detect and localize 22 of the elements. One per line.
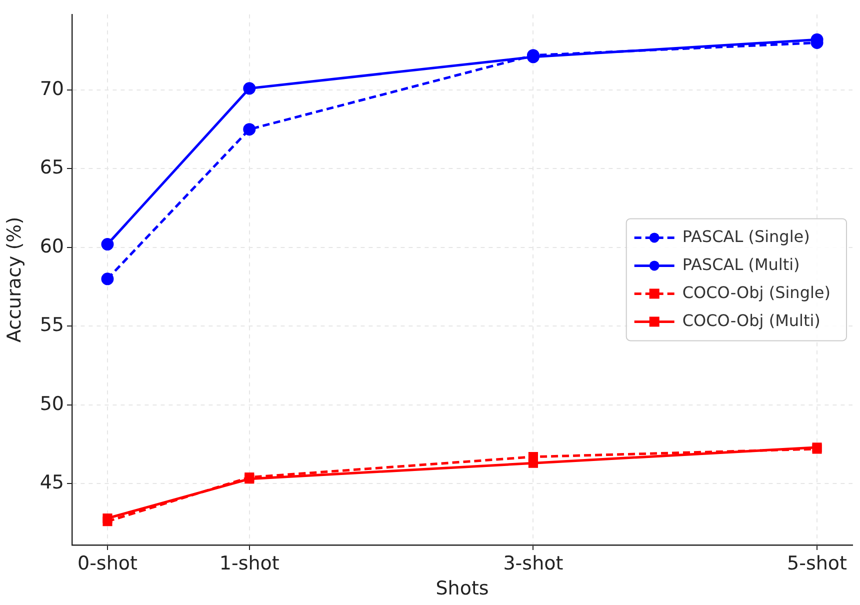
- x-axis-title: Shots: [436, 578, 489, 600]
- y-axis-title: Accuracy (%): [3, 216, 26, 343]
- y-tick-label: 60: [40, 235, 64, 258]
- x-tick-label: 0-shot: [77, 552, 138, 574]
- point: [243, 123, 256, 136]
- legend-label: COCO-Obj (Single): [682, 282, 831, 302]
- y-tick-label: 70: [40, 78, 64, 100]
- x-tick-label: 5-shot: [787, 552, 848, 574]
- x-tick-label: 1-shot: [219, 552, 280, 574]
- point: [243, 82, 256, 95]
- point: [101, 238, 114, 251]
- y-tick-label: 55: [40, 314, 64, 336]
- point: [102, 516, 112, 526]
- point: [101, 272, 114, 286]
- x-tick-label: 3-shot: [503, 552, 564, 574]
- y-tick-label: 45: [40, 472, 64, 494]
- legend-label: COCO-Obj (Multi): [682, 310, 820, 330]
- y-tick-label: 65: [40, 156, 64, 179]
- legend-label: PASCAL (Multi): [682, 254, 800, 274]
- legend-label: PASCAL (Single): [682, 226, 810, 246]
- point: [528, 452, 538, 462]
- y-tick-label: 50: [40, 392, 64, 415]
